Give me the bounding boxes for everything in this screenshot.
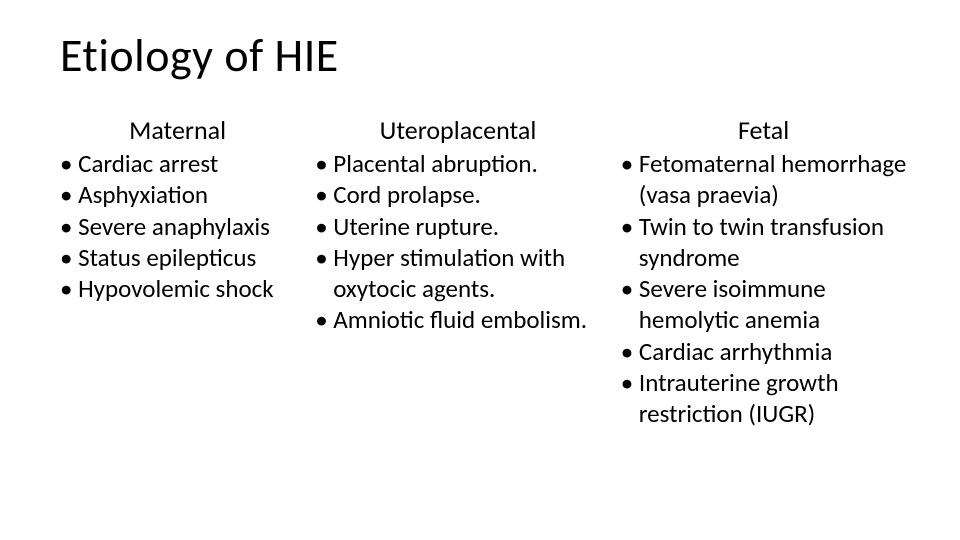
list-item: Twin to twin transfusion syndrome — [621, 211, 907, 274]
bullet-list: Cardiac arrest Asphyxiation Severe anaph… — [60, 148, 295, 304]
list-item: Amniotic fluid embolism. — [315, 304, 601, 335]
bullet-list: Fetomaternal hemorrhage (vasa praevia) T… — [621, 148, 907, 429]
bullet-list: Placental abruption. Cord prolapse. Uter… — [315, 148, 601, 336]
list-item: Status epilepticus — [60, 242, 295, 273]
slide-container: Etiology of HIE Maternal Cardiac arrest … — [0, 0, 960, 540]
list-item: Asphyxiation — [60, 179, 295, 210]
column-fetal: Fetal Fetomaternal hemorrhage (vasa prae… — [621, 114, 907, 429]
list-item: Fetomaternal hemorrhage (vasa praevia) — [621, 148, 907, 211]
list-item: Uterine rupture. — [315, 211, 601, 242]
list-item: Severe isoimmune hemolytic anemia — [621, 273, 907, 336]
list-item: Hyper stimulation with oxytocic agents. — [315, 242, 601, 305]
column-uteroplacental: Uteroplacental Placental abruption. Cord… — [315, 114, 601, 429]
columns-container: Maternal Cardiac arrest Asphyxiation Sev… — [60, 114, 900, 429]
list-item: Cord prolapse. — [315, 179, 601, 210]
list-item: Cardiac arrest — [60, 148, 295, 179]
column-heading: Uteroplacental — [315, 114, 601, 146]
column-heading: Fetal — [621, 114, 907, 146]
list-item: Hypovolemic shock — [60, 273, 295, 304]
list-item: Intrauterine growth restriction (IUGR) — [621, 367, 907, 430]
column-heading: Maternal — [60, 114, 295, 146]
column-maternal: Maternal Cardiac arrest Asphyxiation Sev… — [60, 114, 295, 429]
list-item: Placental abruption. — [315, 148, 601, 179]
list-item: Cardiac arrhythmia — [621, 336, 907, 367]
slide-title: Etiology of HIE — [60, 28, 900, 84]
list-item: Severe anaphylaxis — [60, 211, 295, 242]
